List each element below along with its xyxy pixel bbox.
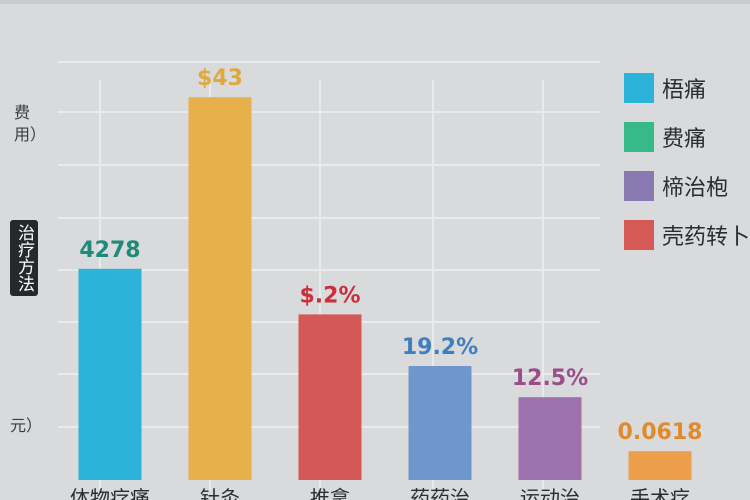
bar-value-label: 19.2% — [402, 335, 478, 360]
x-tick-label: 推拿 — [310, 486, 350, 500]
legend-swatch — [624, 220, 654, 250]
legend-label: 梧痛 — [662, 78, 707, 103]
x-tick-label: 体物疗痛 — [70, 486, 150, 500]
x-tick-label: 针灸 — [200, 486, 240, 500]
bar-value-label: 0.0618 — [618, 420, 703, 445]
y-axis-label-box: 治疗方法 — [10, 220, 38, 296]
legend-label: 楴治枹 — [662, 176, 729, 201]
legend-item: 费痛 — [624, 121, 706, 153]
bar-value-label: $.2% — [299, 283, 360, 308]
top-band — [0, 0, 750, 4]
bar — [408, 366, 472, 480]
bar — [518, 397, 582, 480]
legend-swatch — [624, 171, 654, 201]
x-tick-label: 运动治 — [520, 486, 580, 500]
legend-item: 壳药转卜 — [624, 219, 750, 251]
legend-swatch — [624, 122, 654, 152]
bar — [78, 268, 142, 480]
bar-value-label: 4278 — [79, 238, 140, 263]
bar — [628, 451, 692, 480]
y-axis-label-bottom: 元） — [10, 416, 43, 435]
legend-label: 费痛 — [662, 127, 707, 152]
bar — [298, 314, 362, 480]
legend-item: 梧痛 — [624, 72, 706, 104]
bar-value-label: 12.5% — [512, 366, 588, 391]
legend-label: 壳药转卜 — [662, 225, 750, 250]
legend-item: 楴治枹 — [624, 170, 728, 202]
y-axis-label-top: 费用） — [14, 103, 47, 144]
x-tick-label: 药药治 — [410, 486, 470, 500]
x-tick-label: 手术疗 — [630, 486, 690, 500]
bar — [188, 97, 252, 480]
bar-value-label: $43 — [197, 66, 243, 91]
legend-swatch — [624, 73, 654, 103]
